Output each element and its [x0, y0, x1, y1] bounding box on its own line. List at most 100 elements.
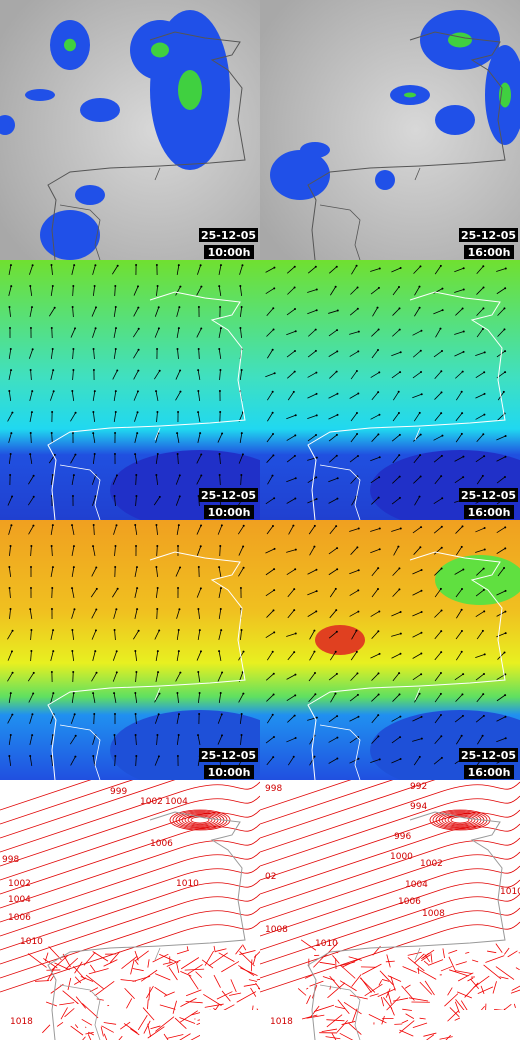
wind-arrow-head: [461, 412, 464, 415]
wind-arrow: [412, 526, 422, 534]
wind-arrow-head: [116, 264, 119, 267]
wind-arrow: [392, 391, 400, 401]
wind-arrow-head: [92, 692, 95, 695]
wind-arrow: [475, 455, 485, 463]
stamp-box: [199, 488, 258, 502]
isobar-label: 998: [265, 784, 282, 794]
coastline: [47, 31, 246, 260]
wind-arrow: [113, 306, 117, 318]
wind-arrow-head: [420, 715, 423, 718]
wind-arrow: [286, 477, 296, 483]
time-label: 10:00h: [208, 506, 251, 519]
wind-arrow: [455, 391, 463, 401]
isobar-dense: [455, 970, 473, 974]
precipitation: [0, 115, 15, 135]
wind-arrow: [328, 673, 338, 681]
wind-arrow: [218, 651, 222, 661]
isobar: [260, 865, 520, 937]
wind-arrow-head: [356, 286, 359, 289]
wind-arrow-head: [113, 629, 116, 632]
isobar-dense: [325, 1036, 341, 1040]
wind-arrow: [351, 630, 357, 640]
wind-arrow-head: [503, 307, 506, 310]
wind-arrow: [176, 629, 180, 641]
wind-arrow-head: [292, 755, 295, 758]
wind-arrow-head: [271, 524, 274, 527]
wind-arrow-head: [315, 716, 318, 719]
isobar-dense: [218, 952, 235, 962]
wind-arrow: [29, 307, 33, 317]
isobar-dense: [511, 985, 520, 991]
wind-arrow-head: [440, 412, 443, 415]
wind-arrow-head: [10, 524, 13, 527]
wind-arrow-head: [504, 632, 507, 635]
isobar-label: 1002: [8, 879, 31, 889]
wind-arrow: [176, 651, 180, 661]
map-panel: 25-12-05 16:00h: [260, 260, 520, 520]
isobar-dense: [504, 947, 510, 955]
wind-arrow-head: [179, 390, 182, 393]
wind-arrow: [349, 736, 359, 744]
wind-arrow: [434, 392, 442, 400]
isobar-dense: [421, 954, 431, 962]
wind-arrow-head: [177, 327, 180, 330]
wind-arrow-head: [271, 390, 274, 393]
wind-arrow: [50, 474, 54, 486]
wind-arrow-head: [397, 285, 400, 288]
isobar-dense: [444, 993, 459, 1007]
wind-arrow: [308, 694, 316, 702]
wind-arrow-head: [242, 692, 245, 695]
wind-arrow-head: [293, 286, 296, 289]
isobar-dense: [62, 990, 79, 1005]
wind-arrow-head: [440, 651, 443, 654]
wind-arrow: [177, 692, 179, 704]
wind-arrow: [238, 693, 244, 703]
isobar: [0, 893, 260, 965]
wind-arrow: [455, 371, 463, 379]
border: [59, 947, 161, 1040]
wind-arrow: [217, 433, 223, 443]
wind-arrow-head: [51, 524, 54, 527]
wind-arrow: [218, 608, 222, 620]
isobar-dense: [297, 988, 307, 996]
wind-arrow: [114, 495, 116, 507]
isobar-dense: [256, 978, 260, 981]
wind-arrow: [371, 736, 379, 744]
wind-arrow-head: [158, 369, 161, 372]
wind-arrow-head: [50, 608, 53, 611]
wind-arrow-head: [219, 264, 222, 267]
border: [59, 687, 161, 780]
wind-arrow: [176, 714, 180, 724]
wind-arrow-head: [93, 713, 96, 716]
wind-arrow-head: [134, 453, 137, 456]
isobar-dense: [201, 959, 214, 969]
wind-arrow: [28, 693, 34, 703]
wind-arrow-head: [315, 434, 318, 437]
wind-arrow: [391, 758, 401, 764]
isobar-dense: [499, 976, 509, 980]
wind-arrow-head: [158, 495, 161, 498]
isobar-dense: [64, 1008, 75, 1018]
wind-arrow: [455, 735, 463, 745]
isobar-dense: [59, 1002, 75, 1006]
wind-arrow: [198, 348, 200, 360]
wind-arrow: [475, 414, 485, 420]
isobar-dense: [447, 987, 453, 996]
wind-arrow-head: [399, 527, 402, 530]
isobar: [260, 851, 520, 923]
wind-arrow: [70, 714, 76, 724]
wind-arrow-head: [221, 671, 224, 674]
isobar-dense: [321, 1028, 338, 1033]
wind-arrow: [92, 735, 96, 745]
wind-arrow: [286, 568, 296, 576]
wind-arrow: [307, 569, 317, 575]
wind-arrow-head: [419, 265, 422, 268]
isobar-dense: [159, 1004, 176, 1010]
wind-arrow: [218, 630, 222, 640]
wind-arrow: [307, 289, 317, 293]
wind-arrow-head: [94, 306, 97, 309]
wind-arrow-head: [481, 474, 484, 477]
wind-arrow-head: [155, 474, 158, 477]
isobar-dense: [472, 959, 479, 963]
wind-arrow: [196, 651, 202, 661]
